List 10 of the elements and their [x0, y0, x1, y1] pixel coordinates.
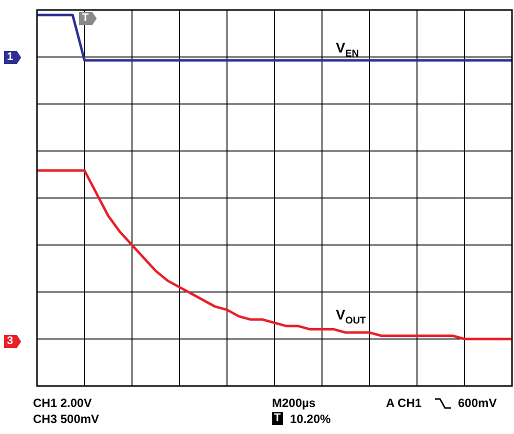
annotation: T [79, 12, 97, 25]
text: CH1 2.00V [33, 396, 92, 410]
text: 10.20% [290, 412, 331, 426]
text: M200µs [272, 396, 316, 410]
text: CH3 500mV [33, 412, 100, 426]
text: 600mV [458, 396, 497, 410]
text: 1 [4, 51, 22, 64]
text: T [272, 412, 283, 425]
text: A CH1 [386, 396, 422, 410]
text: 3 [4, 335, 22, 348]
